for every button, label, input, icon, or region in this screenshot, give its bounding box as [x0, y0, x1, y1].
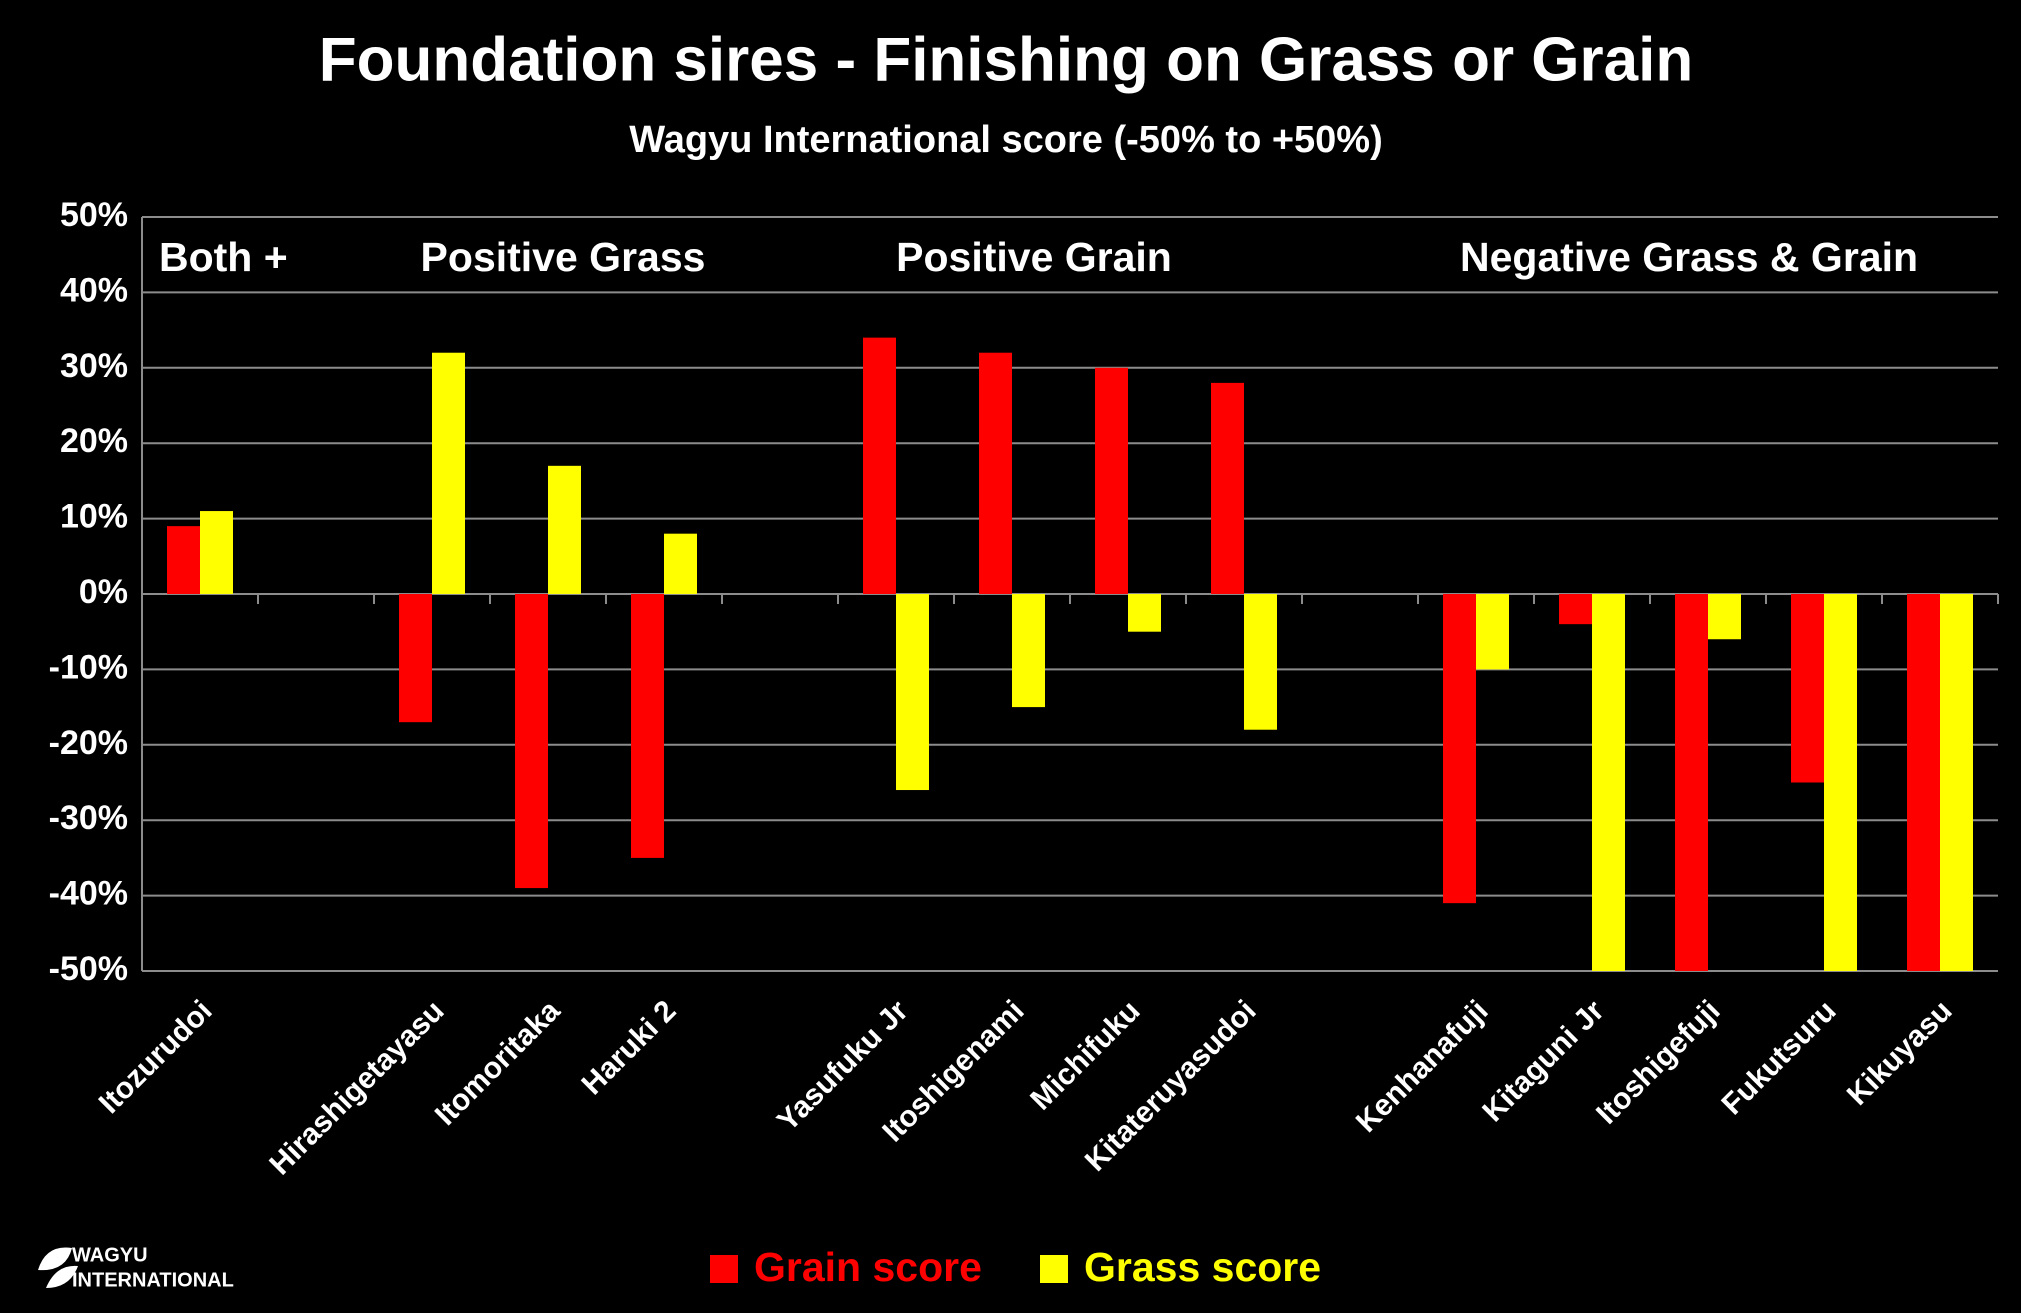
bar: [1675, 594, 1708, 971]
y-tick-label: 20%: [60, 422, 128, 460]
bar: [399, 594, 432, 723]
bar: [1095, 367, 1128, 594]
legend-label: Grass score: [1084, 1244, 1321, 1290]
bar: [1791, 594, 1824, 783]
y-tick-label: -10%: [49, 648, 128, 686]
x-tick-label: Fukutsuru: [1716, 994, 1843, 1121]
logo-text: WAGYU: [72, 1244, 148, 1266]
bar: [1940, 594, 1973, 971]
y-tick-label: -20%: [49, 724, 128, 762]
y-tick-label: -50%: [49, 950, 128, 988]
x-tick-label: Kikuyasu: [1841, 994, 1959, 1112]
bar: [631, 594, 664, 858]
y-tick-label: 10%: [60, 498, 128, 536]
bar: [1128, 594, 1161, 632]
logo-icon: [38, 1247, 78, 1288]
x-tick-label: Haruki 2: [576, 994, 683, 1101]
y-tick-label: 40%: [60, 271, 128, 309]
legend-swatch: [710, 1255, 738, 1283]
bar: [664, 533, 697, 594]
x-tick-label: Michifuku: [1024, 994, 1146, 1116]
bar: [1244, 594, 1277, 730]
logo-text: INTERNATIONAL: [72, 1269, 234, 1291]
bar: [1443, 594, 1476, 904]
bar: [863, 337, 896, 594]
group-label: Both +: [159, 234, 288, 280]
group-label: Positive Grain: [896, 234, 1172, 280]
bar: [1476, 594, 1509, 670]
group-label: Negative Grass & Grain: [1460, 234, 1918, 280]
bar: [979, 352, 1012, 594]
group-label: Positive Grass: [421, 234, 706, 280]
chart-title: Foundation sires - Finishing on Grass or…: [319, 25, 1693, 94]
bar: [1592, 594, 1625, 971]
x-tick-label: Itoshigefuji: [1590, 994, 1726, 1130]
chart-subtitle: Wagyu International score (-50% to +50%): [629, 119, 1383, 161]
y-tick-label: 50%: [60, 196, 128, 234]
y-tick-label: -30%: [49, 799, 128, 837]
bar: [1907, 594, 1940, 971]
y-tick-label: 0%: [79, 573, 128, 611]
x-tick-label: Itomoritaka: [429, 994, 567, 1132]
x-tick-label: Itozurudoi: [93, 994, 219, 1120]
bar: [896, 594, 929, 791]
bar: [1708, 594, 1741, 640]
x-tick-label: Hirashigetayasu: [263, 994, 450, 1181]
bar: [200, 511, 233, 594]
bar: [548, 465, 581, 594]
legend-label: Grain score: [754, 1244, 982, 1290]
bar: [1211, 382, 1244, 594]
y-tick-label: -40%: [49, 875, 128, 913]
y-tick-label: 30%: [60, 347, 128, 385]
bar: [1559, 594, 1592, 625]
legend-swatch: [1040, 1255, 1068, 1283]
bar: [515, 594, 548, 889]
bar: [167, 526, 200, 594]
bar: [1012, 594, 1045, 708]
bar: [432, 352, 465, 594]
bar: [1824, 594, 1857, 971]
x-tick-label: Kenhanafuji: [1350, 994, 1495, 1139]
